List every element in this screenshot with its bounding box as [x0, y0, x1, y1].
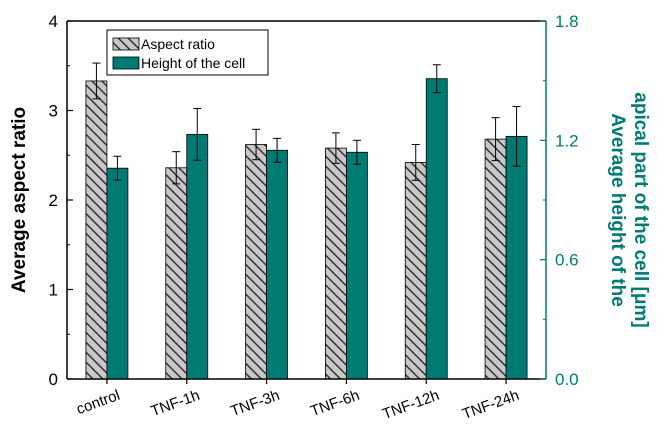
y2-axis-title-line-1: Average height of the [607, 113, 628, 307]
legend: Aspect ratio Height of the cell [106, 29, 269, 76]
bar-height-of-the-cell-control [106, 167, 129, 380]
x-tick-label-tnf-1h: TNF-1h [149, 387, 203, 420]
y-tick-label-3: 3 [49, 102, 58, 121]
y2-tick-label-1.8: 1.8 [555, 12, 579, 31]
y-tick-label-2: 2 [49, 191, 58, 210]
bar-aspect-ratio-tnf-3h [245, 144, 267, 380]
bar-height-of-the-cell-tnf-6h [346, 151, 368, 380]
x-tick-label-tnf-24h: TNF-24h [460, 387, 521, 423]
bar-height-of-the-cell-tnf-3h [266, 149, 288, 380]
y2-tick-label-0.6: 0.6 [555, 251, 579, 270]
y2-tick-label-1.2: 1.2 [555, 131, 579, 150]
x-tick-label-control: control [74, 387, 122, 418]
y-tick-label-0: 0 [49, 370, 58, 389]
legend-swatch-height-of-the-cell [112, 56, 140, 70]
x-tick-label-tnf-12h: TNF-12h [380, 387, 441, 423]
legend-label-height-of-the-cell: Height of the cell [141, 55, 245, 71]
bar-height-of-the-cell-tnf-12h [425, 78, 448, 380]
y2-axis-title-line-2: apical part of the cell [μm] [630, 92, 651, 327]
bar-aspect-ratio-tnf-6h [325, 147, 347, 380]
y-tick-label-4: 4 [49, 12, 58, 31]
y-tick-label-1: 1 [49, 281, 58, 300]
y2-tick-label-0.0: 0.0 [555, 370, 579, 389]
bar-aspect-ratio-tnf-1h [165, 167, 188, 380]
error-bars-layer [92, 62, 521, 185]
bar-aspect-ratio-tnf-12h [404, 162, 427, 380]
legend-swatch-aspect-ratio [112, 37, 140, 51]
x-tick-label-tnf-6h: TNF-6h [308, 387, 362, 420]
x-tick-label-tnf-3h: TNF-3h [228, 387, 282, 420]
legend-label-aspect-ratio: Aspect ratio [141, 36, 215, 52]
y-axis-title: Average aspect ratio [9, 107, 30, 293]
y2-axis-title: Average height of the apical part of the… [607, 92, 651, 327]
bar-aspect-ratio-control [85, 80, 108, 380]
bar-height-of-the-cell-tnf-24h [505, 135, 528, 380]
bar-height-of-the-cell-tnf-1h [186, 133, 209, 380]
bar-aspect-ratio-tnf-24h [484, 138, 507, 380]
bars-layer [85, 78, 528, 380]
